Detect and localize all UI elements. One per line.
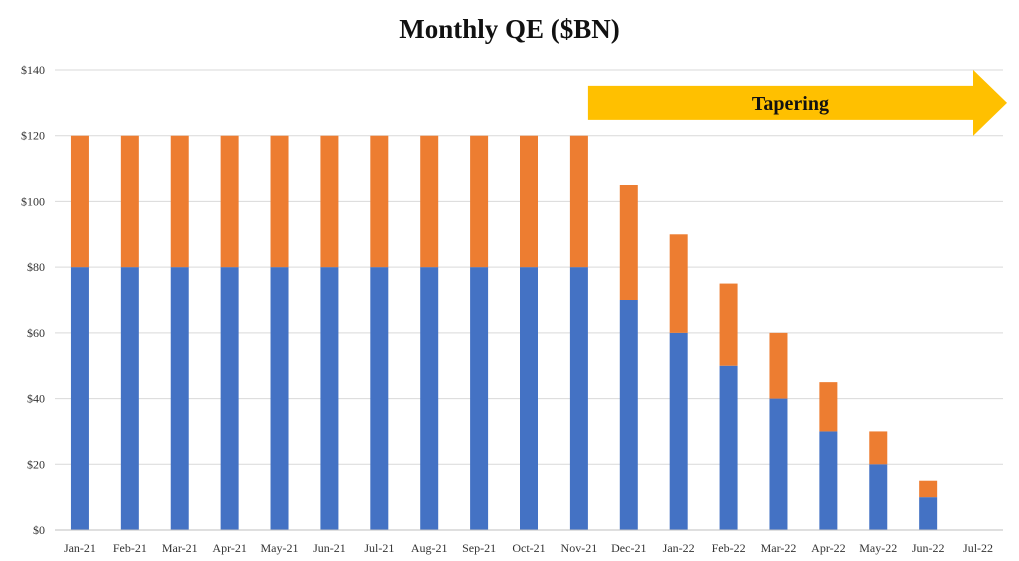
- x-tick-label: Dec-21: [611, 541, 646, 555]
- bar-segment-upper: [869, 431, 888, 465]
- x-tick-label: Nov-21: [561, 541, 598, 555]
- y-tick-label: $60: [27, 326, 45, 340]
- tapering-arrow: Tapering: [587, 69, 1007, 136]
- bar-segment-upper: [120, 135, 139, 268]
- bar-segment-lower: [719, 365, 738, 530]
- bar-segment-upper: [170, 135, 189, 268]
- arrow-shape: [587, 69, 1007, 136]
- x-tick-label: Jul-22: [963, 541, 993, 555]
- bar-segment-lower: [669, 332, 688, 530]
- y-tick-label: $80: [27, 260, 45, 274]
- bar-segment-upper: [520, 135, 538, 268]
- bar-segment-upper: [719, 283, 738, 366]
- bar-segment-lower: [120, 267, 139, 530]
- bar-segment-upper: [569, 135, 588, 268]
- x-tick-label: Mar-21: [162, 541, 198, 555]
- bar-segment-lower: [769, 398, 788, 530]
- bar-segment-lower: [420, 267, 439, 530]
- bar-segment-upper: [819, 382, 838, 432]
- bar-segment-upper: [669, 234, 688, 333]
- bar-segment-upper: [270, 135, 289, 268]
- bar-segment-lower: [869, 464, 888, 530]
- x-tick-label: May-21: [261, 541, 299, 555]
- bar-segment-lower: [919, 497, 938, 530]
- bar-segment-upper: [320, 135, 339, 268]
- bar-segment-lower: [819, 431, 838, 530]
- y-tick-label: $40: [27, 392, 45, 406]
- bar-segment-upper: [370, 135, 389, 268]
- bars: [70, 135, 938, 530]
- x-tick-label: Jun-21: [313, 541, 346, 555]
- x-tick-label: Jun-22: [912, 541, 945, 555]
- x-tick-label: Jan-21: [64, 541, 96, 555]
- y-tick-label: $20: [27, 457, 45, 471]
- y-tick-label: $0: [33, 523, 45, 537]
- bar-segment-lower: [370, 267, 389, 530]
- x-tick-label: May-22: [859, 541, 897, 555]
- y-tick-label: $140: [21, 63, 45, 77]
- x-axis: Jan-21 Feb-21 Mar-21 Apr-21 May-21 Jun-21 Jul-…: [55, 529, 1003, 555]
- x-tick-label: Aug-21: [411, 541, 448, 555]
- bar-segment-upper: [420, 135, 439, 268]
- chart-title: Monthly QE ($BN): [399, 14, 620, 44]
- bar-segment-upper: [769, 332, 788, 399]
- x-tick-label: Mar-22: [761, 541, 797, 555]
- x-tick-label: Jan-22: [663, 541, 695, 555]
- arrow-label: Tapering: [752, 93, 829, 115]
- bar-segment-lower: [520, 267, 538, 530]
- x-tick-label: Jul-21: [364, 541, 394, 555]
- bar-segment-lower: [320, 267, 339, 530]
- x-tick-label: Apr-21: [212, 541, 246, 555]
- x-tick-label: Apr-22: [811, 541, 845, 555]
- bar-segment-upper: [919, 480, 938, 498]
- bar-segment-lower: [470, 267, 489, 530]
- bar-segment-lower: [270, 267, 289, 530]
- y-axis: $0 $20 $40 $60 $80 $100 $120 $140: [21, 63, 45, 537]
- bar-segment-lower: [170, 267, 189, 530]
- bar-segment-upper: [619, 185, 638, 300]
- x-tick-label: Oct-21: [512, 541, 545, 555]
- y-tick-label: $100: [21, 194, 45, 208]
- bar-segment-upper: [470, 135, 489, 268]
- y-tick-label: $120: [21, 129, 45, 143]
- x-tick-label: Feb-21: [113, 541, 147, 555]
- x-tick-label: Sep-21: [462, 541, 496, 555]
- bar-segment-upper: [70, 135, 89, 268]
- x-tick-label: Feb-22: [712, 541, 746, 555]
- bar-segment-lower: [220, 267, 239, 530]
- bar-segment-lower: [569, 267, 588, 530]
- bar-segment-lower: [70, 267, 89, 530]
- bar-segment-upper: [220, 135, 239, 268]
- bar-segment-lower: [619, 300, 638, 530]
